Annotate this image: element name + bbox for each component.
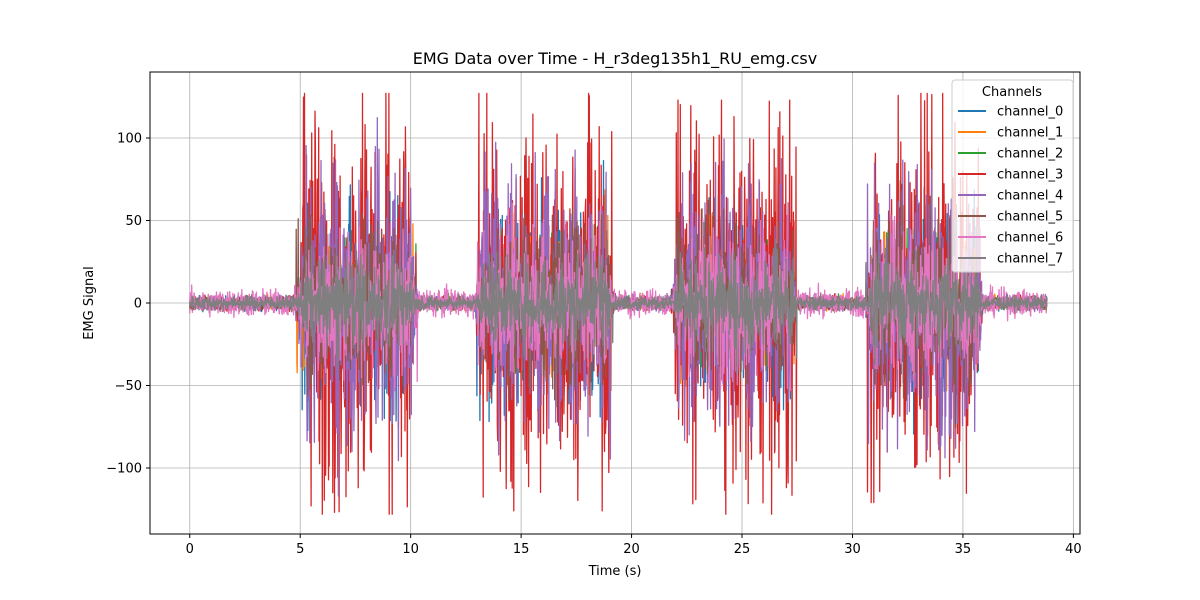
x-tick-label: 20	[623, 542, 640, 557]
x-tick-label: 5	[296, 542, 304, 557]
legend-title: Channels	[982, 85, 1042, 100]
legend-box	[951, 79, 1074, 273]
x-tick-label: 30	[844, 542, 861, 557]
legend-label: channel_1	[997, 126, 1063, 141]
y-tick-label: −100	[106, 462, 142, 477]
chart-title: EMG Data over Time - H_r3deg135h1_RU_emg…	[413, 49, 817, 69]
x-tick-label: 40	[1065, 542, 1082, 557]
y-axis-label: EMG Signal	[82, 266, 97, 340]
legend-label: channel_0	[997, 105, 1063, 120]
legend-label: channel_6	[997, 231, 1063, 246]
x-axis-label: Time (s)	[588, 564, 642, 579]
y-tick-label: 50	[125, 214, 142, 229]
series-line-channel_7	[189, 238, 1048, 375]
legend-items: channel_0 channel_1 channel_2 channel_3chan…	[958, 105, 1063, 267]
series-lines	[189, 92, 1048, 515]
legend-label: channel_7	[997, 252, 1063, 267]
y-tick-label: 100	[117, 132, 142, 147]
x-tick-label: 35	[955, 542, 972, 557]
x-tick-label: 25	[734, 542, 751, 557]
axis-ticks: 0 5 10 15 20 25 30 35 40 −100 −50 0 50 100	[106, 132, 1081, 558]
legend: Channels channel_0channel_1channel_2chan…	[951, 79, 1074, 273]
x-tick-label: 10	[402, 542, 419, 557]
legend-label: channel_5	[997, 210, 1063, 225]
legend-label: channel_4	[997, 189, 1063, 204]
y-tick-label: −50	[115, 379, 142, 394]
x-tick-label: 0	[186, 542, 194, 557]
legend-label: channel_3	[997, 168, 1063, 183]
y-tick-label: 0	[134, 297, 142, 312]
x-tick-label: 15	[513, 542, 530, 557]
legend-label: channel_2	[997, 147, 1063, 162]
